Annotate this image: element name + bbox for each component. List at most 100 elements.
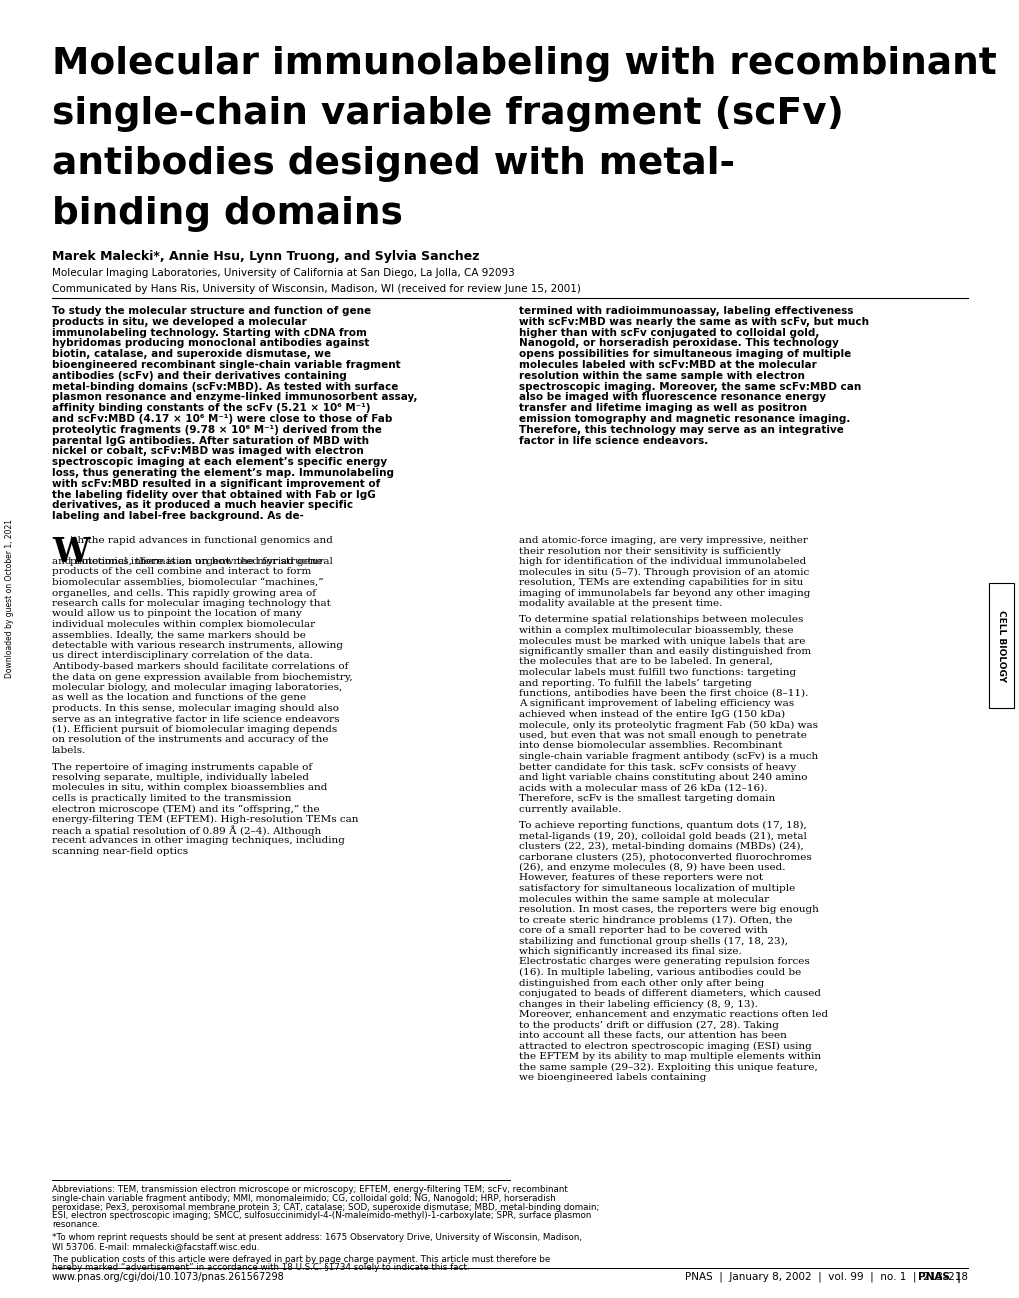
Text: Communicated by Hans Ris, University of Wisconsin, Madison, WI (received for rev: Communicated by Hans Ris, University of … <box>52 284 580 295</box>
Text: (16). In multiple labeling, various antibodies could be: (16). In multiple labeling, various anti… <box>519 968 801 977</box>
Text: higher than with scFv conjugated to colloidal gold,: higher than with scFv conjugated to coll… <box>519 327 818 337</box>
Text: labels.: labels. <box>52 746 87 755</box>
Text: attracted to electron spectroscopic imaging (ESI) using: attracted to electron spectroscopic imag… <box>519 1041 811 1050</box>
Text: into account all these facts, our attention has been: into account all these facts, our attent… <box>519 1031 786 1040</box>
Text: with scFv:MBD was nearly the same as with scFv, but much: with scFv:MBD was nearly the same as wit… <box>519 317 868 327</box>
Text: ith the rapid advances in functional genomics and: ith the rapid advances in functional gen… <box>70 536 332 545</box>
Text: also be imaged with fluorescence resonance energy: also be imaged with fluorescence resonan… <box>519 392 825 402</box>
Text: ESI, electron spectroscopic imaging; SMCC, sulfosuccinimidyl-4-(N-maleimido-meth: ESI, electron spectroscopic imaging; SMC… <box>52 1211 591 1220</box>
Text: plasmon resonance and enzyme-linked immunosorbent assay,: plasmon resonance and enzyme-linked immu… <box>52 392 417 402</box>
Text: products in situ, we developed a molecular: products in situ, we developed a molecul… <box>52 317 307 327</box>
Text: products of the cell combine and interact to form: products of the cell combine and interac… <box>52 567 311 576</box>
Text: metal-binding domains (scFv:MBD). As tested with surface: metal-binding domains (scFv:MBD). As tes… <box>52 382 398 392</box>
Text: distinguished from each other only after being: distinguished from each other only after… <box>519 979 763 988</box>
Text: biomolecular assemblies, biomolecular “machines,”: biomolecular assemblies, biomolecular “m… <box>52 578 323 587</box>
Text: Abbreviations: TEM, transmission electron microscope or microscopy; EFTEM, energ: Abbreviations: TEM, transmission electro… <box>52 1185 568 1194</box>
Text: Molecular Imaging Laboratories, University of California at San Diego, La Jolla,: Molecular Imaging Laboratories, Universi… <box>52 267 515 278</box>
Text: immunolabeling technology. Starting with cDNA from: immunolabeling technology. Starting with… <box>52 327 367 337</box>
Text: better candidate for this task. scFv consists of heavy: better candidate for this task. scFv con… <box>519 762 796 771</box>
Text: modality available at the present time.: modality available at the present time. <box>519 598 721 607</box>
Text: with scFv:MBD resulted in a significant improvement of: with scFv:MBD resulted in a significant … <box>52 479 380 489</box>
Text: molecular biology, and molecular imaging laboratories,: molecular biology, and molecular imaging… <box>52 683 342 692</box>
Text: However, features of these reporters were not: However, features of these reporters wer… <box>519 874 762 883</box>
Text: Nanogold, or horseradish peroxidase. This technology: Nanogold, or horseradish peroxidase. Thi… <box>519 339 838 348</box>
Text: molecules in situ, within complex bioassemblies and: molecules in situ, within complex bioass… <box>52 784 327 793</box>
Text: conjugated to beads of different diameters, which caused: conjugated to beads of different diamete… <box>519 989 820 998</box>
Text: scanning near-field optics: scanning near-field optics <box>52 846 187 855</box>
Text: the labeling fidelity over that obtained with Fab or IgG: the labeling fidelity over that obtained… <box>52 489 375 500</box>
Text: and atomic-force imaging, are very impressive, neither: and atomic-force imaging, are very impre… <box>519 536 807 545</box>
Text: the EFTEM by its ability to map multiple elements within: the EFTEM by its ability to map multiple… <box>519 1051 820 1060</box>
Text: Therefore, scFv is the smallest targeting domain: Therefore, scFv is the smallest targetin… <box>519 794 774 803</box>
Text: carborane clusters (25), photoconverted fluorochromes: carborane clusters (25), photoconverted … <box>519 853 811 862</box>
Text: functions, antibodies have been the first choice (8–11).: functions, antibodies have been the firs… <box>519 689 808 698</box>
Text: parental IgG antibodies. After saturation of MBD with: parental IgG antibodies. After saturatio… <box>52 436 369 445</box>
Text: organelles, and cells. This rapidly growing area of: organelles, and cells. This rapidly grow… <box>52 588 316 597</box>
Text: single-chain variable fragment antibody; MMI, monomaleimido; CG, colloidal gold;: single-chain variable fragment antibody;… <box>52 1194 555 1203</box>
Text: hereby marked “advertisement” in accordance with 18 U.S.C. §1734 solely to indic: hereby marked “advertisement” in accorda… <box>52 1263 469 1272</box>
Text: termined with radioimmunoassay, labeling effectiveness: termined with radioimmunoassay, labeling… <box>519 306 853 315</box>
Text: used, but even that was not small enough to penetrate: used, but even that was not small enough… <box>519 731 806 740</box>
Text: Antibody-based markers should facilitate correlations of: Antibody-based markers should facilitate… <box>52 662 348 671</box>
Text: emission tomography and magnetic resonance imaging.: emission tomography and magnetic resonan… <box>519 414 850 424</box>
Text: *To whom reprint requests should be sent at present address: 1675 Observatory Dr: *To whom reprint requests should be sent… <box>52 1233 582 1242</box>
Text: core of a small reporter had to be covered with: core of a small reporter had to be cover… <box>519 925 767 935</box>
Text: research calls for molecular imaging technology that: research calls for molecular imaging tec… <box>52 598 330 607</box>
Text: To study the molecular structure and function of gene: To study the molecular structure and fun… <box>52 306 371 315</box>
Text: bioengineered recombinant single-chain variable fragment: bioengineered recombinant single-chain v… <box>52 360 400 370</box>
Text: proteomics, there is an urgent need for structural: proteomics, there is an urgent need for … <box>70 557 332 566</box>
Text: CELL BIOLOGY: CELL BIOLOGY <box>996 610 1005 681</box>
Text: single-chain variable fragment antibody (scFv) is a much: single-chain variable fragment antibody … <box>519 752 817 761</box>
Text: biotin, catalase, and superoxide dismutase, we: biotin, catalase, and superoxide dismuta… <box>52 349 331 360</box>
Text: loss, thus generating the element’s map. Immunolabeling: loss, thus generating the element’s map.… <box>52 469 393 478</box>
Text: molecular labels must fulfill two functions: targeting: molecular labels must fulfill two functi… <box>519 668 796 678</box>
Text: W: W <box>52 536 90 569</box>
Text: resolution within the same sample with electron: resolution within the same sample with e… <box>519 371 804 380</box>
Text: PNAS  |  January 8, 2002  |  vol. 99  |  no. 1  |  213–218: PNAS | January 8, 2002 | vol. 99 | no. 1… <box>685 1272 967 1282</box>
Text: Moreover, enhancement and enzymatic reactions often led: Moreover, enhancement and enzymatic reac… <box>519 1010 827 1019</box>
Text: molecule, only its proteolytic fragment Fab (50 kDa) was: molecule, only its proteolytic fragment … <box>519 720 817 729</box>
Text: the data on gene expression available from biochemistry,: the data on gene expression available fr… <box>52 672 353 681</box>
Text: reach a spatial resolution of 0.89 Å (2–4). Although: reach a spatial resolution of 0.89 Å (2–… <box>52 826 321 836</box>
Text: their resolution nor their sensitivity is sufficiently: their resolution nor their sensitivity i… <box>519 546 781 556</box>
Text: the molecules that are to be labeled. In general,: the molecules that are to be labeled. In… <box>519 658 772 666</box>
Text: antibodies designed with metal-: antibodies designed with metal- <box>52 145 735 182</box>
Text: electron microscope (TEM) and its “offspring,” the: electron microscope (TEM) and its “offsp… <box>52 805 319 814</box>
Text: To determine spatial relationships between molecules: To determine spatial relationships betwe… <box>519 615 803 624</box>
Text: recent advances in other imaging techniques, including: recent advances in other imaging techniq… <box>52 836 344 845</box>
Text: detectable with various research instruments, allowing: detectable with various research instrum… <box>52 641 342 650</box>
Text: Downloaded by guest on October 1, 2021: Downloaded by guest on October 1, 2021 <box>5 518 14 678</box>
Text: clusters (22, 23), metal-binding domains (MBDs) (24),: clusters (22, 23), metal-binding domains… <box>519 842 803 851</box>
Text: into dense biomolecular assemblies. Recombinant: into dense biomolecular assemblies. Reco… <box>519 741 782 750</box>
Text: derivatives, as it produced a much heavier specific: derivatives, as it produced a much heavi… <box>52 501 353 510</box>
Text: opens possibilities for simultaneous imaging of multiple: opens possibilities for simultaneous ima… <box>519 349 851 360</box>
Text: resolution. In most cases, the reporters were big enough: resolution. In most cases, the reporters… <box>519 905 818 914</box>
Text: To achieve reporting functions, quantum dots (17, 18),: To achieve reporting functions, quantum … <box>519 822 806 831</box>
Text: single-chain variable fragment (scFv): single-chain variable fragment (scFv) <box>52 96 843 132</box>
Text: spectroscopic imaging at each element’s specific energy: spectroscopic imaging at each element’s … <box>52 457 387 467</box>
Text: proteolytic fragments (9.78 × 10⁶ M⁻¹) derived from the: proteolytic fragments (9.78 × 10⁶ M⁻¹) d… <box>52 424 381 435</box>
Text: the same sample (29–32). Exploiting this unique feature,: the same sample (29–32). Exploiting this… <box>519 1063 817 1072</box>
Text: www.pnas.org/cgi/doi/10.1073/pnas.261567298: www.pnas.org/cgi/doi/10.1073/pnas.261567… <box>52 1272 284 1282</box>
Text: on resolution of the instruments and accuracy of the: on resolution of the instruments and acc… <box>52 736 328 745</box>
Text: resolution, TEMs are extending capabilities for in situ: resolution, TEMs are extending capabilit… <box>519 578 803 587</box>
Text: affinity binding constants of the scFv (5.21 × 10⁶ M⁻¹): affinity binding constants of the scFv (… <box>52 404 370 413</box>
Text: currently available.: currently available. <box>519 805 621 814</box>
Text: and light variable chains constituting about 240 amino: and light variable chains constituting a… <box>519 774 807 781</box>
Text: we bioengineered labels containing: we bioengineered labels containing <box>519 1073 706 1083</box>
Text: satisfactory for simultaneous localization of multiple: satisfactory for simultaneous localizati… <box>519 884 795 893</box>
Text: Electrostatic charges were generating repulsion forces: Electrostatic charges were generating re… <box>519 958 809 967</box>
Text: achieved when instead of the entire IgG (150 kDa): achieved when instead of the entire IgG … <box>519 710 785 719</box>
Text: would allow us to pinpoint the location of many: would allow us to pinpoint the location … <box>52 610 302 619</box>
Text: stabilizing and functional group shells (17, 18, 23),: stabilizing and functional group shells … <box>519 936 788 946</box>
Text: acids with a molecular mass of 26 kDa (12–16).: acids with a molecular mass of 26 kDa (1… <box>519 784 766 793</box>
Text: products. In this sense, molecular imaging should also: products. In this sense, molecular imagi… <box>52 704 338 713</box>
Text: as well as the location and functions of the gene: as well as the location and functions of… <box>52 693 306 702</box>
Bar <box>988 583 1013 707</box>
Text: hybridomas producing monoclonal antibodies against: hybridomas producing monoclonal antibodi… <box>52 339 369 348</box>
Text: PNAS  |: PNAS | <box>917 1272 967 1282</box>
Text: Molecular immunolabeling with recombinant: Molecular immunolabeling with recombinan… <box>52 45 996 82</box>
Text: serve as an integrative factor in life science endeavors: serve as an integrative factor in life s… <box>52 714 339 723</box>
Text: resolving separate, multiple, individually labeled: resolving separate, multiple, individual… <box>52 774 309 781</box>
Text: nickel or cobalt, scFv:MBD was imaged with electron: nickel or cobalt, scFv:MBD was imaged wi… <box>52 447 364 457</box>
